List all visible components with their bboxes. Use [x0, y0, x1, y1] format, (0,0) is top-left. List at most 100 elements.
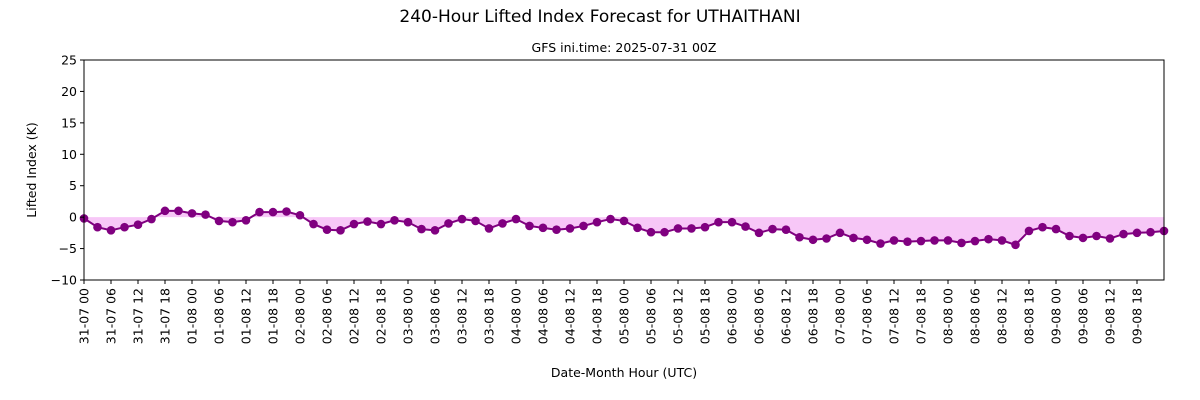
data-point	[120, 222, 129, 232]
x-tick-label: 04-08 12	[563, 288, 578, 344]
data-point	[133, 220, 143, 229]
x-tick-label: 01-08 00	[185, 288, 200, 344]
x-tick-label: 03-08 18	[482, 288, 497, 344]
data-point	[160, 206, 170, 216]
x-tick-label: 01-08 18	[266, 288, 281, 344]
data-point	[1078, 233, 1088, 243]
data-point	[700, 222, 710, 232]
x-tick-label: 01-08 12	[239, 288, 254, 344]
x-tick-label: 07-08 06	[860, 288, 875, 344]
y-tick-label: −5	[59, 241, 77, 256]
data-point	[106, 226, 116, 235]
data-point	[889, 236, 899, 245]
y-tick-label: 10	[61, 147, 77, 162]
x-tick-label: 09-08 12	[1103, 288, 1118, 344]
x-tick-label: 07-08 12	[887, 288, 902, 344]
data-point	[363, 217, 372, 226]
x-tick-label: 08-08 18	[1022, 288, 1037, 344]
data-point	[1132, 228, 1142, 238]
x-tick-label: 04-08 00	[509, 288, 524, 344]
x-tick-label: 06-08 00	[725, 288, 740, 344]
x-tick-label: 02-08 18	[374, 288, 389, 344]
x-tick-label: 04-08 18	[590, 288, 605, 344]
data-point	[714, 217, 723, 227]
data-point	[93, 222, 102, 232]
data-point	[1038, 222, 1047, 232]
data-point	[1065, 231, 1074, 241]
data-point	[498, 219, 507, 228]
x-tick-label: 08-08 06	[968, 288, 983, 344]
data-point	[241, 215, 251, 225]
data-point	[403, 217, 413, 227]
x-tick-label: 05-08 18	[698, 288, 713, 344]
data-point	[862, 235, 872, 245]
data-point	[795, 232, 804, 242]
data-point	[592, 217, 602, 227]
data-point	[646, 227, 656, 237]
data-point	[957, 238, 966, 248]
data-point	[741, 222, 750, 231]
x-tick-label: 02-08 12	[347, 288, 362, 344]
y-axis-label: Lifted Index (K)	[24, 122, 39, 217]
x-tick-label: 07-08 18	[914, 288, 929, 344]
series-points-layer	[79, 206, 1169, 250]
data-point	[444, 219, 453, 228]
data-point	[835, 228, 845, 238]
x-tick-label: 03-08 00	[401, 288, 416, 344]
x-tick-label: 05-08 12	[671, 288, 686, 344]
y-tick-label: 20	[61, 84, 77, 99]
data-point	[309, 219, 318, 229]
data-point	[781, 225, 791, 235]
data-point	[660, 227, 669, 237]
data-point	[997, 236, 1007, 245]
data-point	[808, 235, 818, 245]
data-point	[970, 236, 980, 246]
data-point	[525, 221, 534, 231]
data-point	[417, 224, 426, 234]
x-tick-label: 06-08 12	[779, 288, 794, 344]
x-tick-label: 02-08 00	[293, 288, 308, 344]
x-tick-label: 09-08 06	[1076, 288, 1091, 344]
data-point	[1146, 227, 1155, 237]
data-point	[336, 226, 345, 235]
data-point	[849, 233, 858, 243]
data-point	[1119, 229, 1128, 239]
data-point	[1011, 240, 1020, 250]
x-tick-label: 05-08 06	[644, 288, 659, 344]
data-point	[984, 234, 993, 244]
x-tick-label: 31-07 00	[77, 288, 92, 344]
data-point	[390, 215, 399, 225]
x-tick-label: 05-08 00	[617, 288, 632, 344]
plot-frame	[83, 59, 1165, 281]
x-tick-label: 31-07 12	[131, 288, 146, 344]
data-point	[633, 223, 642, 233]
x-tick-label: 03-08 12	[455, 288, 470, 344]
x-tick-label: 02-08 06	[320, 288, 335, 344]
data-point	[457, 214, 467, 224]
y-tick-label: −10	[51, 273, 77, 288]
x-tick-label: 04-08 06	[536, 288, 551, 344]
data-point	[822, 234, 831, 243]
data-point	[565, 224, 575, 233]
data-point	[727, 217, 737, 227]
data-point	[768, 224, 777, 234]
data-point	[282, 207, 291, 216]
x-tick-label: 08-08 12	[995, 288, 1010, 344]
data-point	[187, 209, 197, 218]
chart-title: 240-Hour Lifted Index Forecast for UTHAI…	[399, 7, 800, 27]
data-point	[147, 214, 156, 224]
data-point	[322, 225, 332, 235]
data-point	[538, 223, 548, 233]
data-point	[1092, 231, 1101, 241]
data-point	[903, 237, 912, 246]
data-point	[376, 219, 386, 229]
x-tick-label: 09-08 18	[1130, 288, 1145, 344]
data-point	[619, 216, 629, 226]
y-axis-ticks: −10 −5 0 5 10 15 20 25	[51, 53, 84, 288]
data-point	[228, 217, 237, 227]
data-point	[579, 221, 588, 231]
y-tick-label: 0	[69, 210, 77, 225]
data-point	[687, 224, 696, 233]
